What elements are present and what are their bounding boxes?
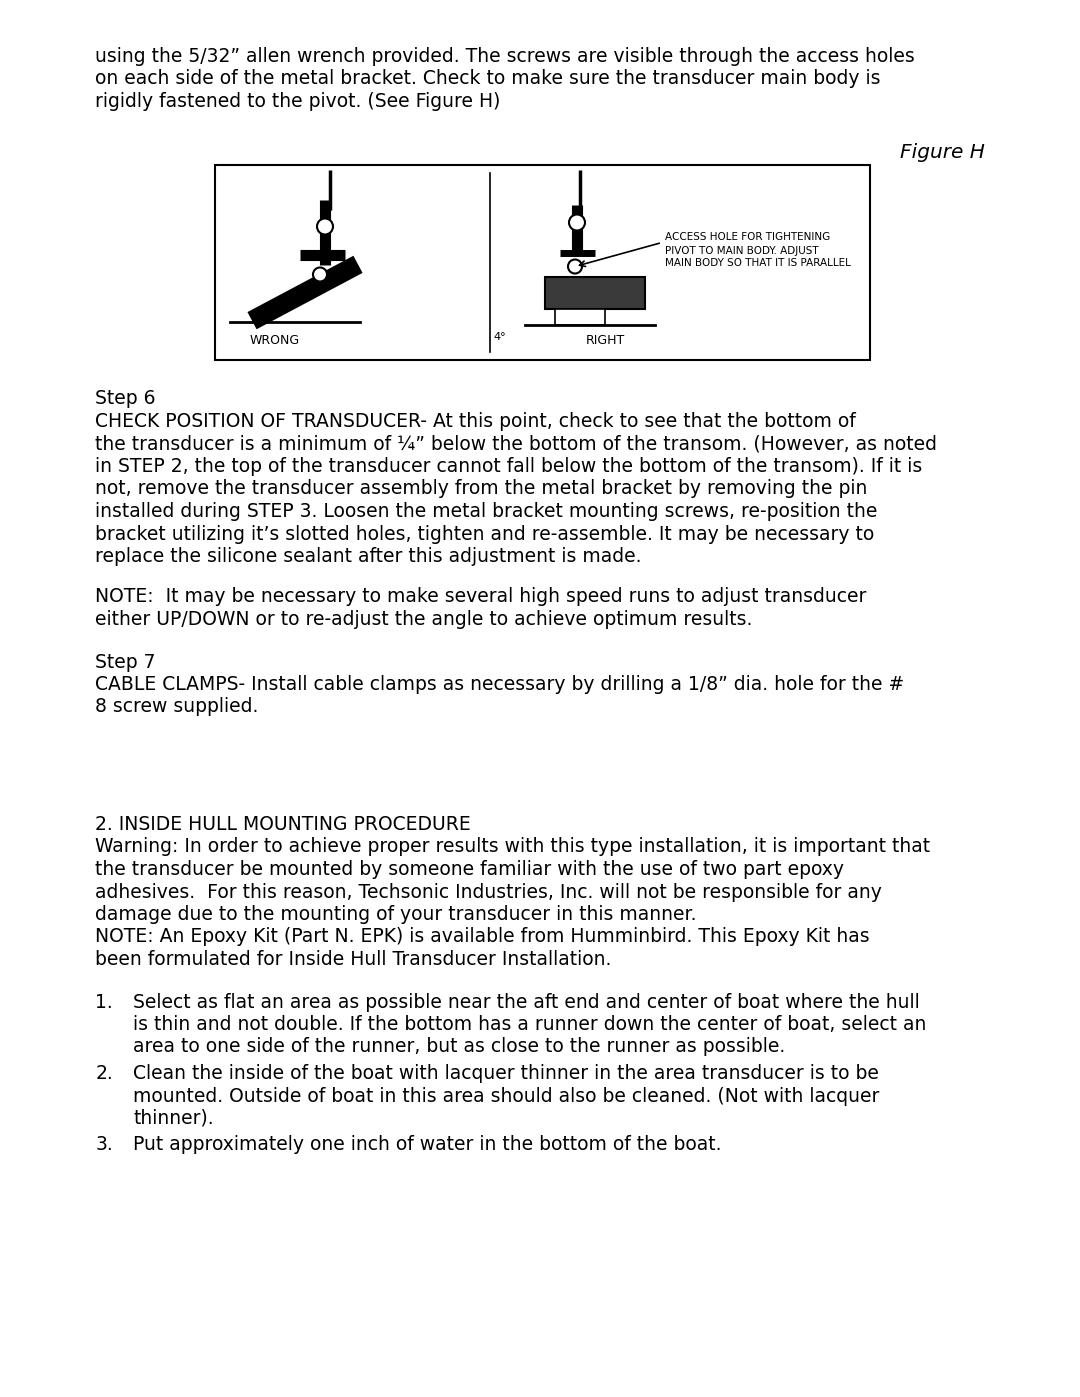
Text: not, remove the transducer assembly from the metal bracket by removing the pin: not, remove the transducer assembly from… <box>95 479 867 499</box>
Circle shape <box>569 215 585 231</box>
Text: the transducer is a minimum of ¼” below the bottom of the transom. (However, as : the transducer is a minimum of ¼” below … <box>95 434 937 454</box>
Text: adhesives.  For this reason, Techsonic Industries, Inc. will not be responsible : adhesives. For this reason, Techsonic In… <box>95 883 882 901</box>
Text: PIVOT TO MAIN BODY. ADJUST: PIVOT TO MAIN BODY. ADJUST <box>665 246 819 256</box>
Text: 2. INSIDE HULL MOUNTING PROCEDURE: 2. INSIDE HULL MOUNTING PROCEDURE <box>95 814 471 834</box>
Text: Step 7: Step 7 <box>95 652 156 672</box>
Text: Put approximately one inch of water in the bottom of the boat.: Put approximately one inch of water in t… <box>133 1136 721 1154</box>
Text: MAIN BODY SO THAT IT IS PARALLEL: MAIN BODY SO THAT IT IS PARALLEL <box>665 258 851 268</box>
Text: Warning: In order to achieve proper results with this type installation, it is i: Warning: In order to achieve proper resu… <box>95 837 930 856</box>
Text: thinner).: thinner). <box>133 1109 214 1127</box>
Text: WRONG: WRONG <box>249 334 300 348</box>
Text: rigidly fastened to the pivot. (See Figure H): rigidly fastened to the pivot. (See Figu… <box>95 92 500 110</box>
Text: Step 6: Step 6 <box>95 390 156 408</box>
Text: either UP/DOWN or to re-adjust the angle to achieve optimum results.: either UP/DOWN or to re-adjust the angle… <box>95 610 753 629</box>
Text: 8 screw supplied.: 8 screw supplied. <box>95 697 258 717</box>
Text: Clean the inside of the boat with lacquer thinner in the area transducer is to b: Clean the inside of the boat with lacque… <box>133 1065 879 1083</box>
Text: replace the silicone sealant after this adjustment is made.: replace the silicone sealant after this … <box>95 548 642 566</box>
Text: bracket utilizing it’s slotted holes, tighten and re-assemble. It may be necessa: bracket utilizing it’s slotted holes, ti… <box>95 524 874 543</box>
Text: 2.: 2. <box>95 1065 113 1083</box>
Bar <box>555 309 605 324</box>
Text: ACCESS HOLE FOR TIGHTENING: ACCESS HOLE FOR TIGHTENING <box>665 232 831 243</box>
Text: damage due to the mounting of your transducer in this manner.: damage due to the mounting of your trans… <box>95 905 697 923</box>
Text: Select as flat an area as possible near the aft end and center of boat where the: Select as flat an area as possible near … <box>133 992 920 1011</box>
Text: area to one side of the runner, but as close to the runner as possible.: area to one side of the runner, but as c… <box>133 1038 785 1056</box>
Text: is thin and not double. If the bottom has a runner down the center of boat, sele: is thin and not double. If the bottom ha… <box>133 1016 927 1034</box>
Text: CABLE CLAMPS- Install cable clamps as necessary by drilling a 1/8” dia. hole for: CABLE CLAMPS- Install cable clamps as ne… <box>95 675 904 694</box>
Text: 1.: 1. <box>95 992 113 1011</box>
Text: 4°: 4° <box>492 331 505 341</box>
Text: Figure H: Figure H <box>900 142 985 162</box>
Text: RIGHT: RIGHT <box>585 334 624 348</box>
Text: 3.: 3. <box>95 1136 113 1154</box>
Circle shape <box>568 260 582 274</box>
Text: on each side of the metal bracket. Check to make sure the transducer main body i: on each side of the metal bracket. Check… <box>95 70 880 88</box>
Text: NOTE:  It may be necessary to make several high speed runs to adjust transducer: NOTE: It may be necessary to make severa… <box>95 588 866 606</box>
Text: CHECK POSITION OF TRANSDUCER- At this point, check to see that the bottom of: CHECK POSITION OF TRANSDUCER- At this po… <box>95 412 855 432</box>
Text: the transducer be mounted by someone familiar with the use of two part epoxy: the transducer be mounted by someone fam… <box>95 861 843 879</box>
Bar <box>215 165 870 359</box>
Text: NOTE: An Epoxy Kit (Part N. EPK) is available from Humminbird. This Epoxy Kit ha: NOTE: An Epoxy Kit (Part N. EPK) is avai… <box>95 928 869 947</box>
Text: mounted. Outside of boat in this area should also be cleaned. (Not with lacquer: mounted. Outside of boat in this area sh… <box>133 1087 879 1105</box>
Text: installed during STEP 3. Loosen the metal bracket mounting screws, re-position t: installed during STEP 3. Loosen the meta… <box>95 502 877 521</box>
Circle shape <box>313 267 327 282</box>
Circle shape <box>318 218 333 235</box>
Text: in STEP 2, the top of the transducer cannot fall below the bottom of the transom: in STEP 2, the top of the transducer can… <box>95 457 922 476</box>
Text: been formulated for Inside Hull Transducer Installation.: been formulated for Inside Hull Transduc… <box>95 950 611 970</box>
Text: using the 5/32” allen wrench provided. The screws are visible through the access: using the 5/32” allen wrench provided. T… <box>95 47 915 66</box>
Bar <box>545 277 645 309</box>
